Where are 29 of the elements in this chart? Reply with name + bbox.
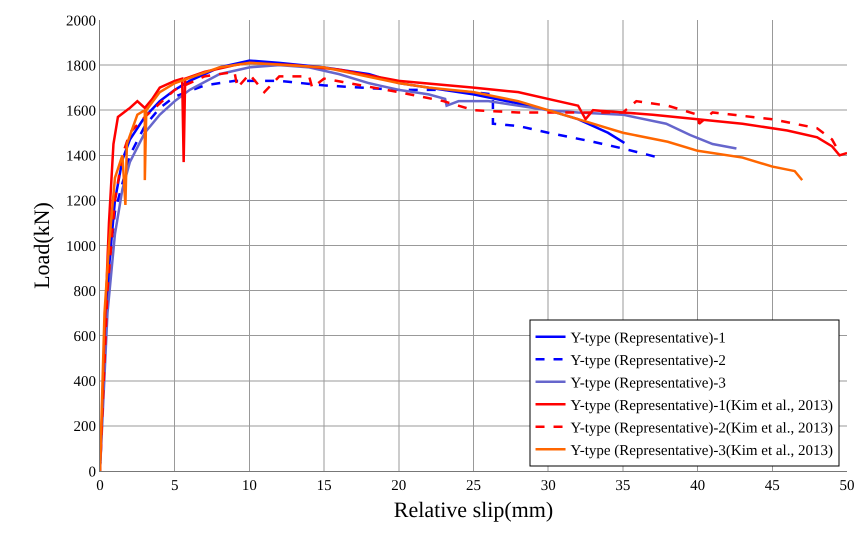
x-tick-label: 5	[170, 478, 178, 494]
x-tick-label: 35	[615, 478, 630, 494]
y-tick-label: 400	[74, 374, 96, 390]
x-tick-label: 40	[690, 478, 706, 494]
y-tick-label: 1800	[66, 58, 96, 74]
y-tick-label: 2000	[66, 13, 96, 30]
y-tick-label: 0	[88, 464, 96, 480]
x-tick-label: 45	[764, 478, 780, 494]
y-tick-label: 600	[74, 328, 96, 345]
x-tick-label: 10	[242, 478, 257, 494]
x-tick-label: 50	[840, 478, 854, 494]
x-tick-label: 15	[316, 478, 332, 494]
x-tick-label: 20	[391, 478, 406, 494]
y-tick-label: 1600	[66, 103, 96, 120]
legend-label: Y-type (Representative)-1	[570, 330, 726, 347]
legend-label: Y-type (Representative)-2(Kim et al., 2013)	[570, 420, 833, 437]
legend-label: Y-type (Representative)-1(Kim et al., 2013)	[570, 398, 833, 414]
x-tick-label: 25	[466, 478, 481, 494]
x-tick-label: 30	[540, 478, 556, 494]
legend-label: Y-type (Representative)-3	[570, 376, 726, 392]
y-tick-label: 1000	[66, 238, 96, 255]
y-axis-title: Load(kN)	[28, 202, 54, 289]
y-tick-label: 1400	[66, 148, 96, 165]
y-tick-label: 1200	[66, 194, 96, 210]
x-axis-title: Relative slip(mm)	[394, 496, 554, 522]
legend-label: Y-type (Representative)-2	[570, 353, 726, 370]
y-tick-label: 200	[74, 419, 96, 436]
legend-label: Y-type (Representative)-3(Kim et al., 2013)	[570, 443, 833, 460]
y-tick-label: 800	[74, 284, 96, 300]
